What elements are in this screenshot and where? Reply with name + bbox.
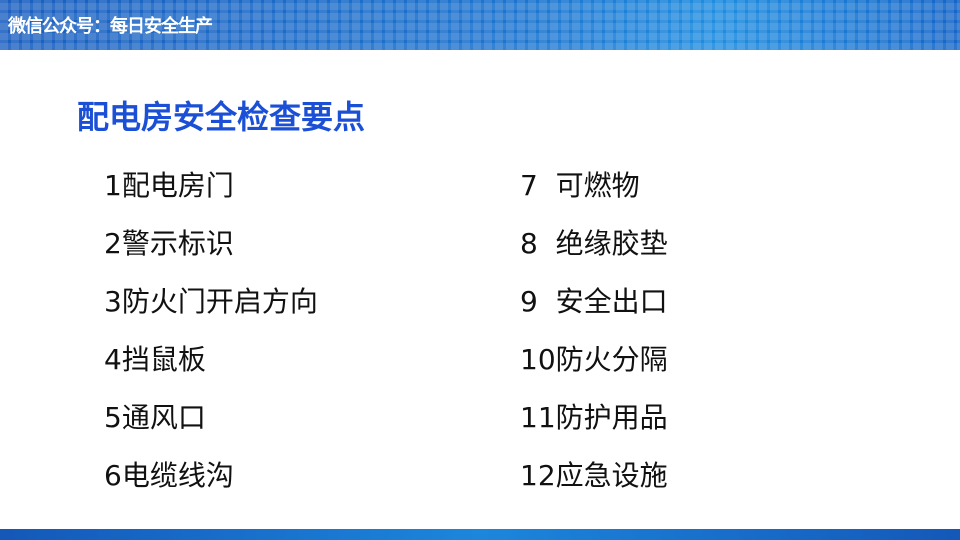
left-list: 1配电房门 2警示标识 3防火门开启方向 4挡鼠板 5通风口 6电缆线沟 <box>104 166 318 514</box>
page-title: 配电房安全检查要点 <box>77 98 366 136</box>
header-title: 微信公众号：每日安全生产 <box>8 16 213 37</box>
list-item: 11防护用品 <box>520 401 668 434</box>
list-item: 7 可燃物 <box>520 169 640 202</box>
list-item: 9 安全出口 <box>520 285 668 318</box>
list-item: 1配电房门 <box>104 169 234 202</box>
list-item: 5通风口 <box>104 401 206 434</box>
list-item: 4挡鼠板 <box>104 343 206 376</box>
list-item: 8 绝缘胶垫 <box>520 227 668 260</box>
list-item: 10防火分隔 <box>520 343 668 376</box>
right-list: 7 可燃物 8 绝缘胶垫 9 安全出口 10防火分隔 11防护用品 12应急设施 <box>520 166 668 514</box>
header-banner: 微信公众号：每日安全生产 <box>0 0 960 50</box>
list-item: 3防火门开启方向 <box>104 285 318 318</box>
footer-bar <box>0 529 960 540</box>
list-item: 2警示标识 <box>104 227 234 260</box>
list-item: 12应急设施 <box>520 459 668 492</box>
list-item: 6电缆线沟 <box>104 459 234 492</box>
